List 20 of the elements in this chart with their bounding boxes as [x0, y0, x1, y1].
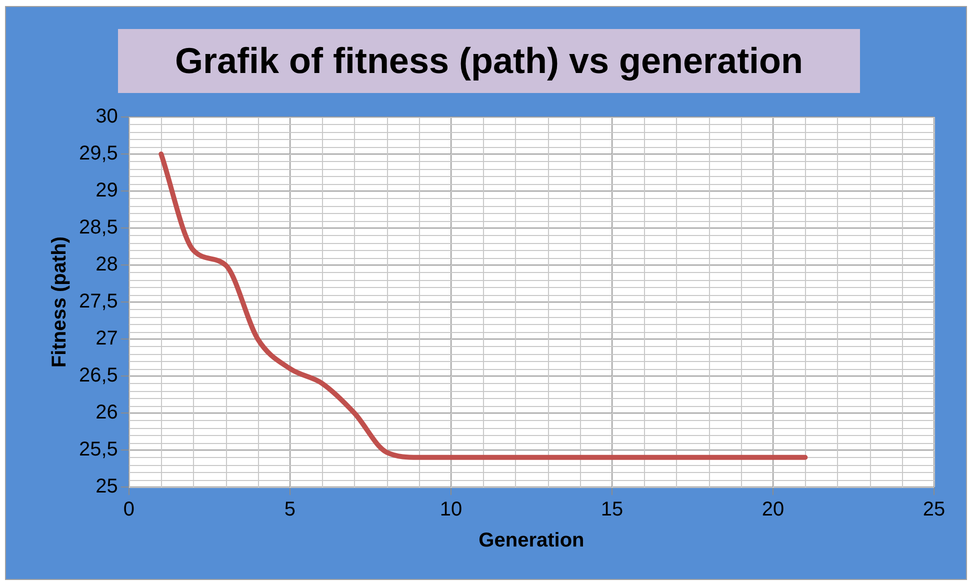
x-tick-label: 20 [762, 498, 784, 521]
x-tick-label: 10 [440, 498, 462, 521]
x-tick-label: 0 [123, 498, 134, 521]
x-tick-label: 15 [600, 498, 624, 521]
y-tick-label: 26,5 [78, 364, 118, 387]
x-axis-title: Generation [478, 530, 584, 552]
y-tick-label: 28 [96, 254, 118, 276]
y-axis-title: Fitness (path) [48, 236, 71, 368]
y-tick-label: 30 [96, 106, 118, 128]
y-tick-label: 27,5 [78, 290, 118, 313]
y-tick-label: 27 [96, 328, 118, 350]
y-tick-label: 25 [96, 476, 118, 498]
y-tick-label: 28,5 [78, 216, 118, 239]
x-tick-label: 25 [922, 498, 946, 521]
y-tick-label: 25,5 [78, 438, 118, 461]
x-tick-label: 5 [284, 498, 296, 521]
y-tick-label: 29,5 [78, 142, 118, 165]
y-tick-label: 29 [96, 180, 118, 202]
chart-title: Grafik of fitness (path) vs generation [118, 29, 860, 93]
y-tick-label: 26 [96, 402, 118, 424]
